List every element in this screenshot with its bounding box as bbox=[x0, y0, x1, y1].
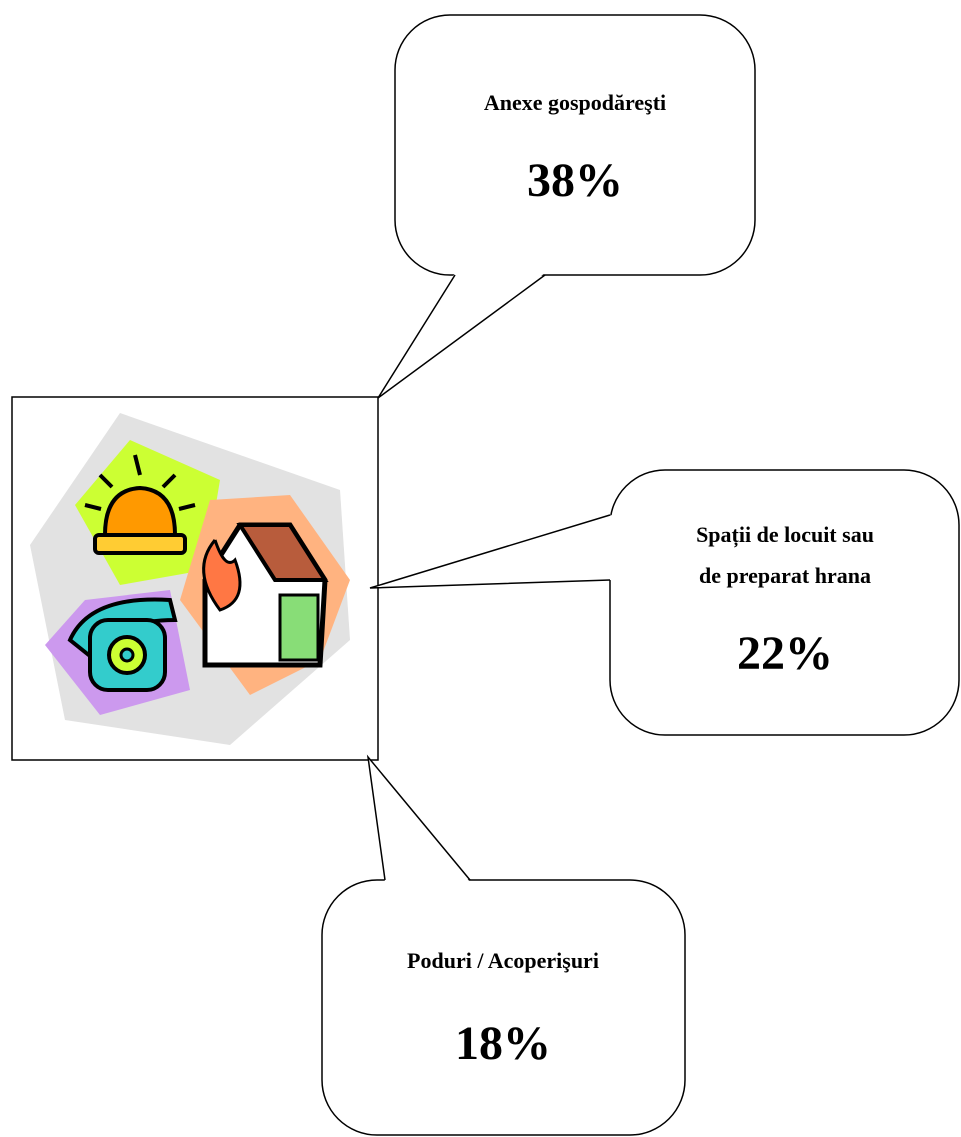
callout: Spații de locuit sau de preparat hrana 2… bbox=[370, 470, 959, 735]
page: Anexe gospodăreşti 38% Spații de locuit … bbox=[0, 0, 961, 1137]
clip-art bbox=[12, 397, 378, 760]
callout-title: Spații de locuit sau bbox=[696, 522, 874, 548]
callout-value: 22% bbox=[737, 627, 833, 680]
callout-value: 38% bbox=[527, 154, 623, 207]
callout-box bbox=[610, 470, 959, 735]
siren-base bbox=[95, 535, 185, 553]
callout-box bbox=[322, 880, 685, 1135]
diagram: Anexe gospodăreşti 38% Spații de locuit … bbox=[0, 0, 961, 1137]
callout: Anexe gospodăreşti 38% bbox=[378, 15, 755, 398]
callout-value: 18% bbox=[455, 1017, 551, 1070]
dial-center bbox=[121, 649, 133, 661]
callout-box bbox=[395, 15, 755, 275]
wall bbox=[280, 595, 318, 660]
callout-title: Anexe gospodăreşti bbox=[484, 90, 666, 115]
callout-title: Poduri / Acoperişuri bbox=[407, 948, 599, 973]
callout-title: de preparat hrana bbox=[699, 563, 871, 588]
callout: Poduri / Acoperişuri 18% bbox=[322, 757, 685, 1135]
